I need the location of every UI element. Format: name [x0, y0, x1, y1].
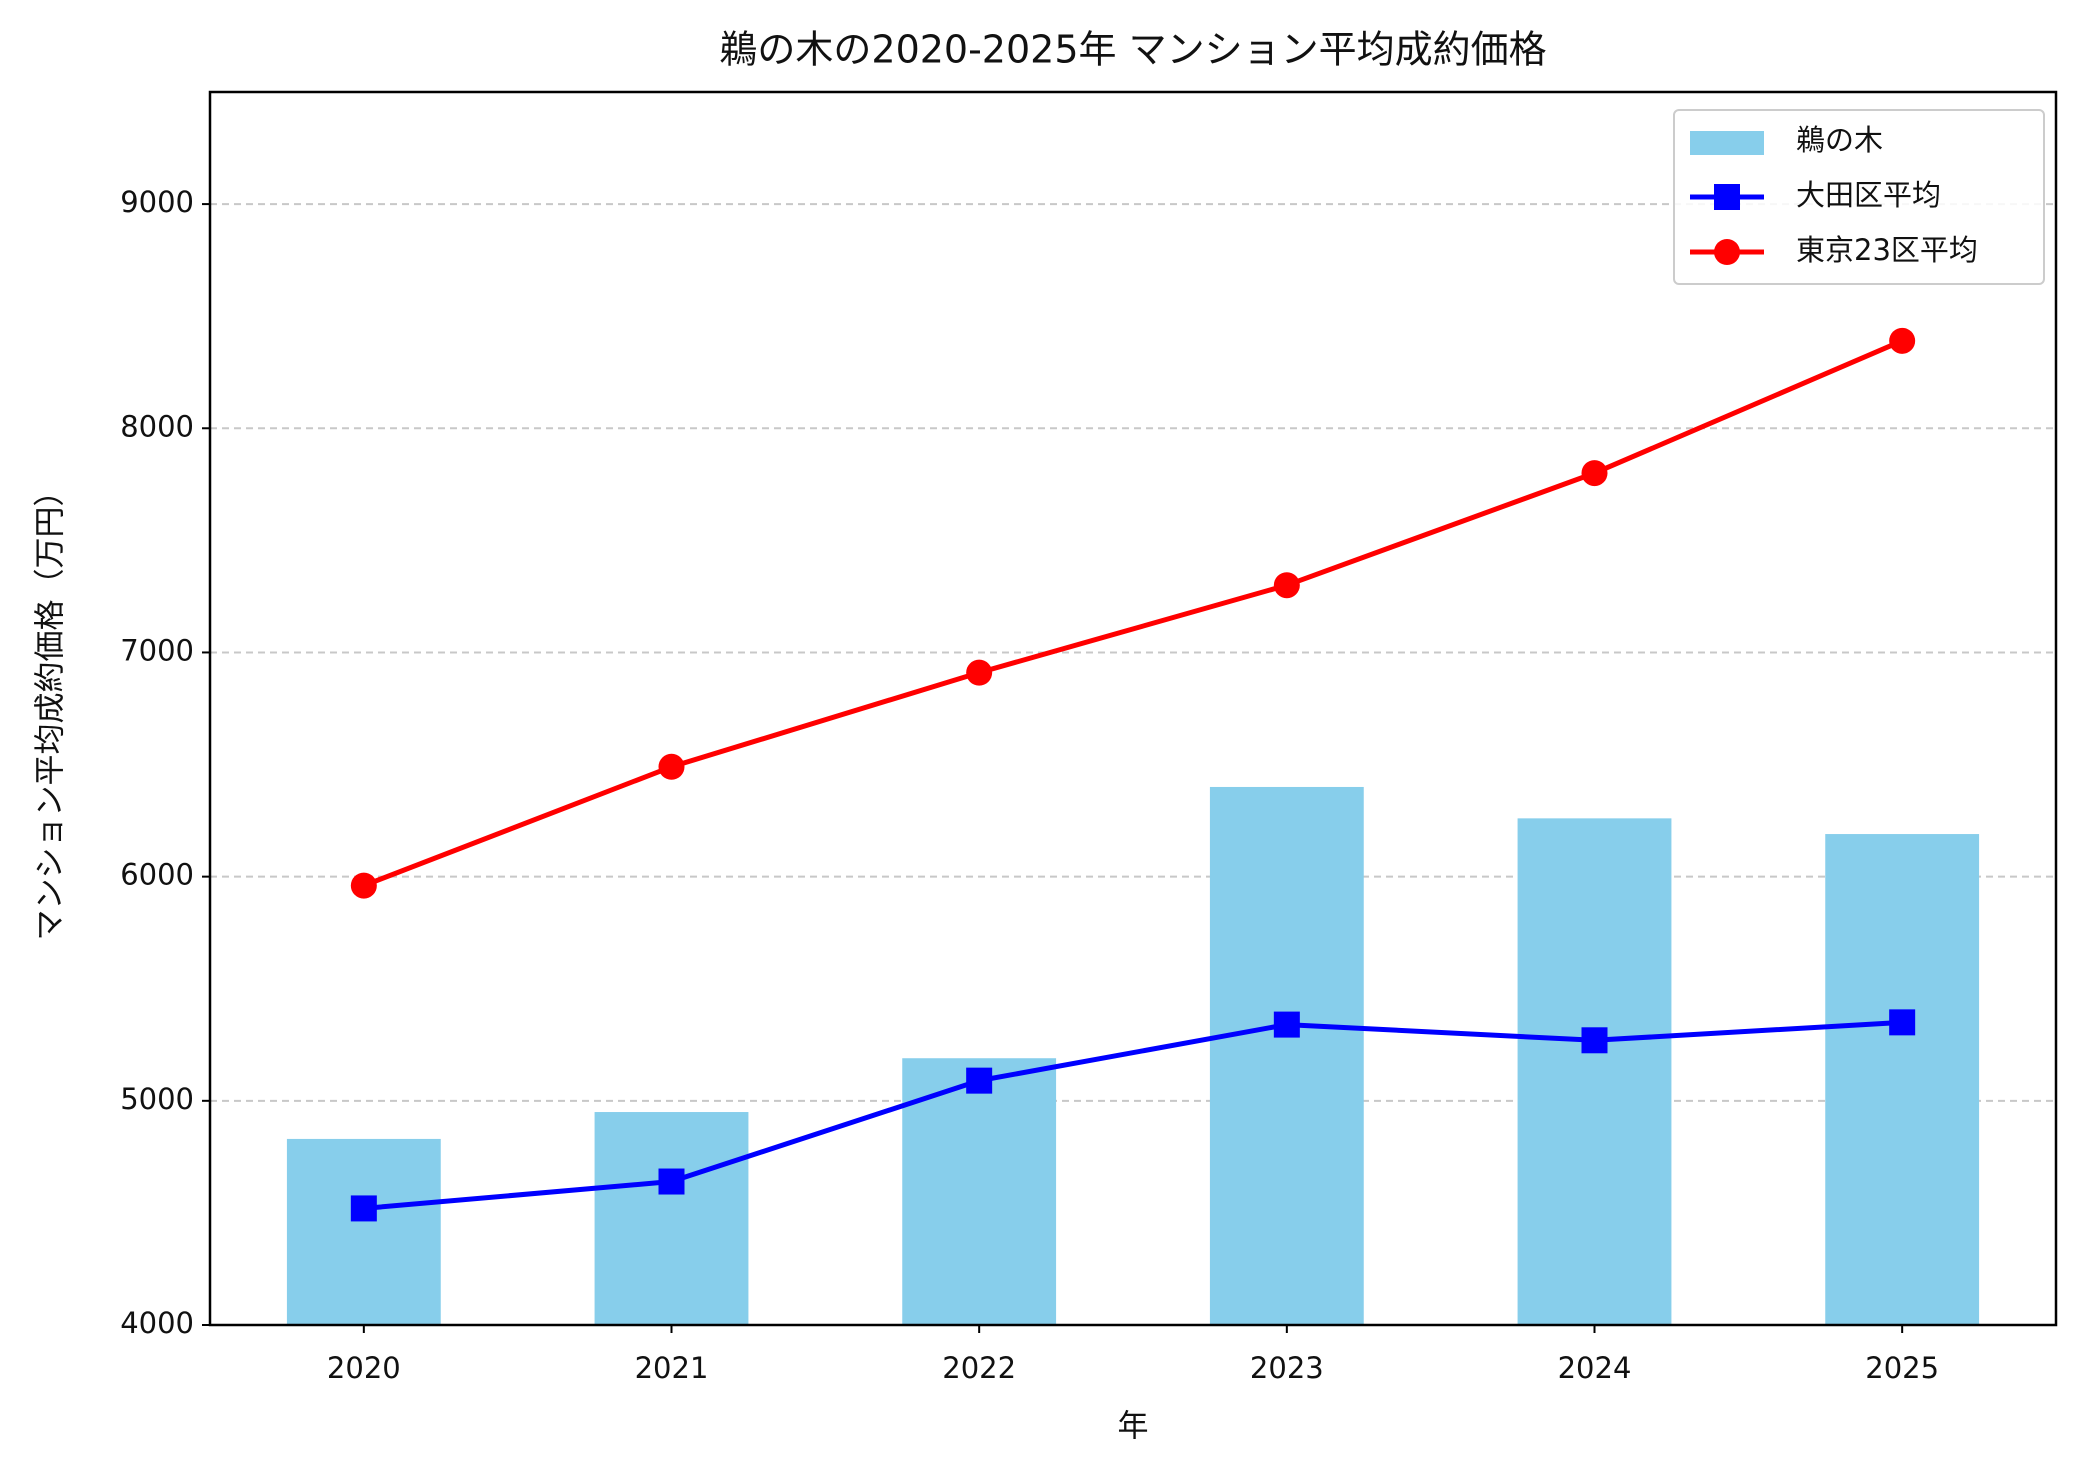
bar	[594, 1112, 749, 1325]
legend-swatch	[1690, 131, 1764, 155]
line-marker	[966, 659, 993, 686]
line	[363, 1019, 1903, 1211]
line-marker	[350, 1195, 377, 1222]
line-marker	[658, 753, 685, 780]
x-tick-label: 2024	[1558, 1351, 1632, 1385]
legend-label: 鵜の木	[1796, 123, 1883, 157]
x-axis-label: 年	[1118, 1409, 1149, 1445]
line-marker	[1273, 1011, 1300, 1038]
y-tick-label: 8000	[120, 409, 194, 443]
line-marker	[350, 872, 377, 899]
y-tick-label: 7000	[120, 633, 194, 667]
line-marker	[1889, 327, 1916, 354]
x-tick-label: 2021	[635, 1351, 709, 1385]
y-tick-label: 4000	[120, 1306, 194, 1340]
line-marker	[1889, 1009, 1916, 1036]
legend-label: 大田区平均	[1796, 178, 1941, 212]
bar	[1517, 818, 1672, 1325]
y-tick-label: 6000	[120, 858, 194, 892]
legend-marker	[1714, 184, 1740, 210]
x-tick-label: 2023	[1250, 1351, 1324, 1385]
line-marker	[1581, 1027, 1608, 1054]
bar	[1209, 786, 1364, 1325]
line-marker	[1273, 572, 1300, 599]
y-axis-label: マンション平均成約価格（万円）	[33, 476, 69, 941]
x-tick-label: 2022	[942, 1351, 1016, 1385]
line-marker	[1581, 460, 1608, 487]
y-tick-label: 9000	[120, 185, 194, 219]
x-tick-label: 2025	[1865, 1351, 1939, 1385]
bar	[286, 1138, 441, 1325]
plot-frame	[208, 90, 2058, 1327]
legend-label: 東京23区平均	[1796, 233, 1978, 267]
line	[362, 338, 1904, 888]
x-tick-label: 2020	[327, 1351, 401, 1385]
chart-title: 鵜の木の2020-2025年 マンション平均成約価格	[719, 28, 1546, 72]
line-marker	[658, 1168, 685, 1195]
bar	[902, 1058, 1057, 1325]
line-marker	[966, 1067, 993, 1094]
legend-box	[1673, 109, 2045, 285]
y-tick-label: 5000	[120, 1082, 194, 1116]
legend-marker	[1714, 239, 1740, 265]
bar	[1825, 834, 1980, 1325]
